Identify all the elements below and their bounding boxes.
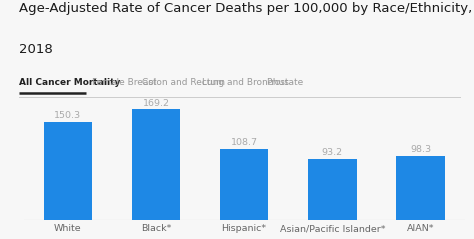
Bar [308,159,356,220]
Text: 93.2: 93.2 [322,148,343,157]
Text: 98.3: 98.3 [410,145,431,154]
Text: Female Breast: Female Breast [92,78,156,87]
Bar [396,156,445,220]
Text: Lung and Bronchus: Lung and Bronchus [202,78,289,87]
Bar [44,122,92,220]
Bar [132,109,180,220]
Text: Prostate: Prostate [266,78,303,87]
Text: All Cancer Mortality: All Cancer Mortality [19,78,120,87]
Text: 169.2: 169.2 [143,98,169,108]
Text: 150.3: 150.3 [54,111,82,120]
Text: 108.7: 108.7 [231,138,257,147]
Bar [220,149,268,220]
Text: Age-Adjusted Rate of Cancer Deaths per 100,000 by Race/Ethnicity,: Age-Adjusted Rate of Cancer Deaths per 1… [19,2,472,15]
Text: Colon and Rectum: Colon and Rectum [142,78,226,87]
Text: 2018: 2018 [19,43,53,56]
